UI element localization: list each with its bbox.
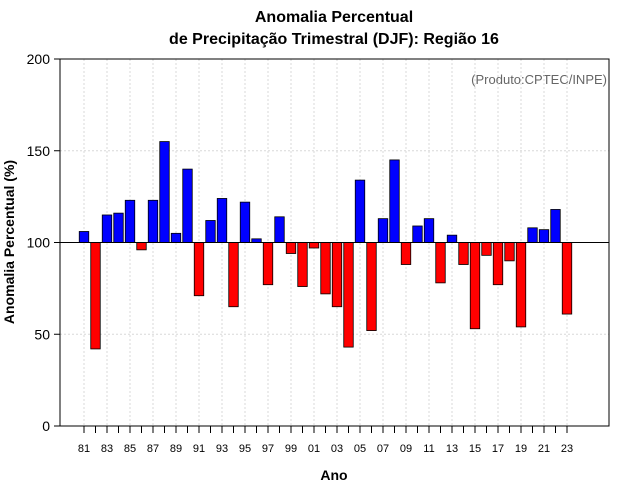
bar-06: [366, 242, 377, 331]
x-tick-label: 19: [515, 443, 527, 455]
y-tick-label: 100: [27, 235, 51, 251]
bar-21: [538, 229, 550, 243]
bar-20: [527, 227, 538, 243]
bar-15: [469, 242, 481, 330]
x-tick-label: 89: [170, 443, 182, 455]
x-tick-label: 83: [101, 443, 113, 455]
bar-09: [400, 242, 412, 265]
bar-12: [435, 242, 446, 284]
bar-00: [297, 242, 308, 287]
x-tick-label: 93: [216, 443, 228, 455]
bar-18: [504, 242, 515, 262]
bar-04: [343, 242, 354, 348]
bar-86: [136, 242, 147, 251]
bar-08: [389, 159, 400, 243]
x-tick-label: 23: [561, 443, 573, 455]
bar-88: [159, 141, 170, 243]
x-tick-label: 87: [147, 443, 159, 455]
bar-17: [492, 242, 504, 286]
bar-03: [331, 242, 343, 308]
y-tick-label: 50: [34, 326, 50, 342]
x-tick-label: 95: [239, 443, 251, 455]
bar-82: [90, 242, 101, 350]
bar-23: [561, 242, 573, 315]
x-axis-label: Ano: [320, 467, 348, 483]
x-tick-label: 11: [423, 443, 434, 455]
bar-13: [446, 234, 458, 243]
chart-title-line2: de Precipitação Trimestral (DJF): Região…: [169, 31, 499, 48]
bar-10: [412, 225, 423, 243]
bar-91: [193, 242, 205, 297]
bar-81: [78, 231, 90, 243]
x-tick-label: 17: [492, 443, 504, 455]
y-tick-label: 0: [42, 418, 50, 434]
bar-07: [377, 218, 389, 243]
bar-11: [423, 218, 435, 243]
bar-98: [274, 216, 285, 243]
bar-90: [182, 168, 193, 243]
bar-99: [285, 242, 297, 254]
bar-97: [262, 242, 274, 286]
x-tick-label: 13: [446, 443, 458, 455]
x-tick-label: 99: [285, 443, 297, 455]
bar-93: [216, 198, 228, 243]
bar-84: [113, 212, 124, 243]
x-tick-label: 07: [377, 443, 389, 455]
x-tick-label: 97: [262, 443, 274, 455]
x-tick-label: 15: [469, 443, 481, 455]
bar-83: [101, 214, 113, 243]
bar-96: [251, 238, 262, 243]
chart-title-line1: Anomalia Percentual: [254, 9, 414, 26]
x-tick-label: 09: [400, 443, 412, 455]
y-tick-label: 150: [27, 143, 51, 159]
x-tick-label: 05: [354, 443, 366, 455]
bar-89: [170, 232, 182, 243]
bar-02: [320, 242, 331, 295]
bar-95: [239, 201, 251, 243]
x-tick-label: 85: [124, 443, 136, 455]
bar-16: [481, 242, 492, 256]
x-tick-label: 91: [193, 443, 205, 455]
bar-22: [550, 209, 561, 243]
bar-05: [354, 179, 366, 243]
y-tick-label: 200: [27, 51, 51, 67]
bar-92: [205, 220, 216, 243]
bar-85: [124, 199, 136, 243]
x-tick-label: 03: [331, 443, 343, 455]
credit-label: (Produto:CPTEC/INPE): [471, 72, 607, 87]
bar-87: [147, 199, 159, 243]
bar-19: [515, 242, 527, 328]
x-tick-label: 21: [538, 443, 550, 455]
x-tick-label: 01: [308, 443, 320, 455]
bar-01: [308, 242, 320, 249]
x-tick-label: 81: [78, 443, 90, 455]
bar-14: [458, 242, 469, 265]
bar-94: [228, 242, 239, 308]
